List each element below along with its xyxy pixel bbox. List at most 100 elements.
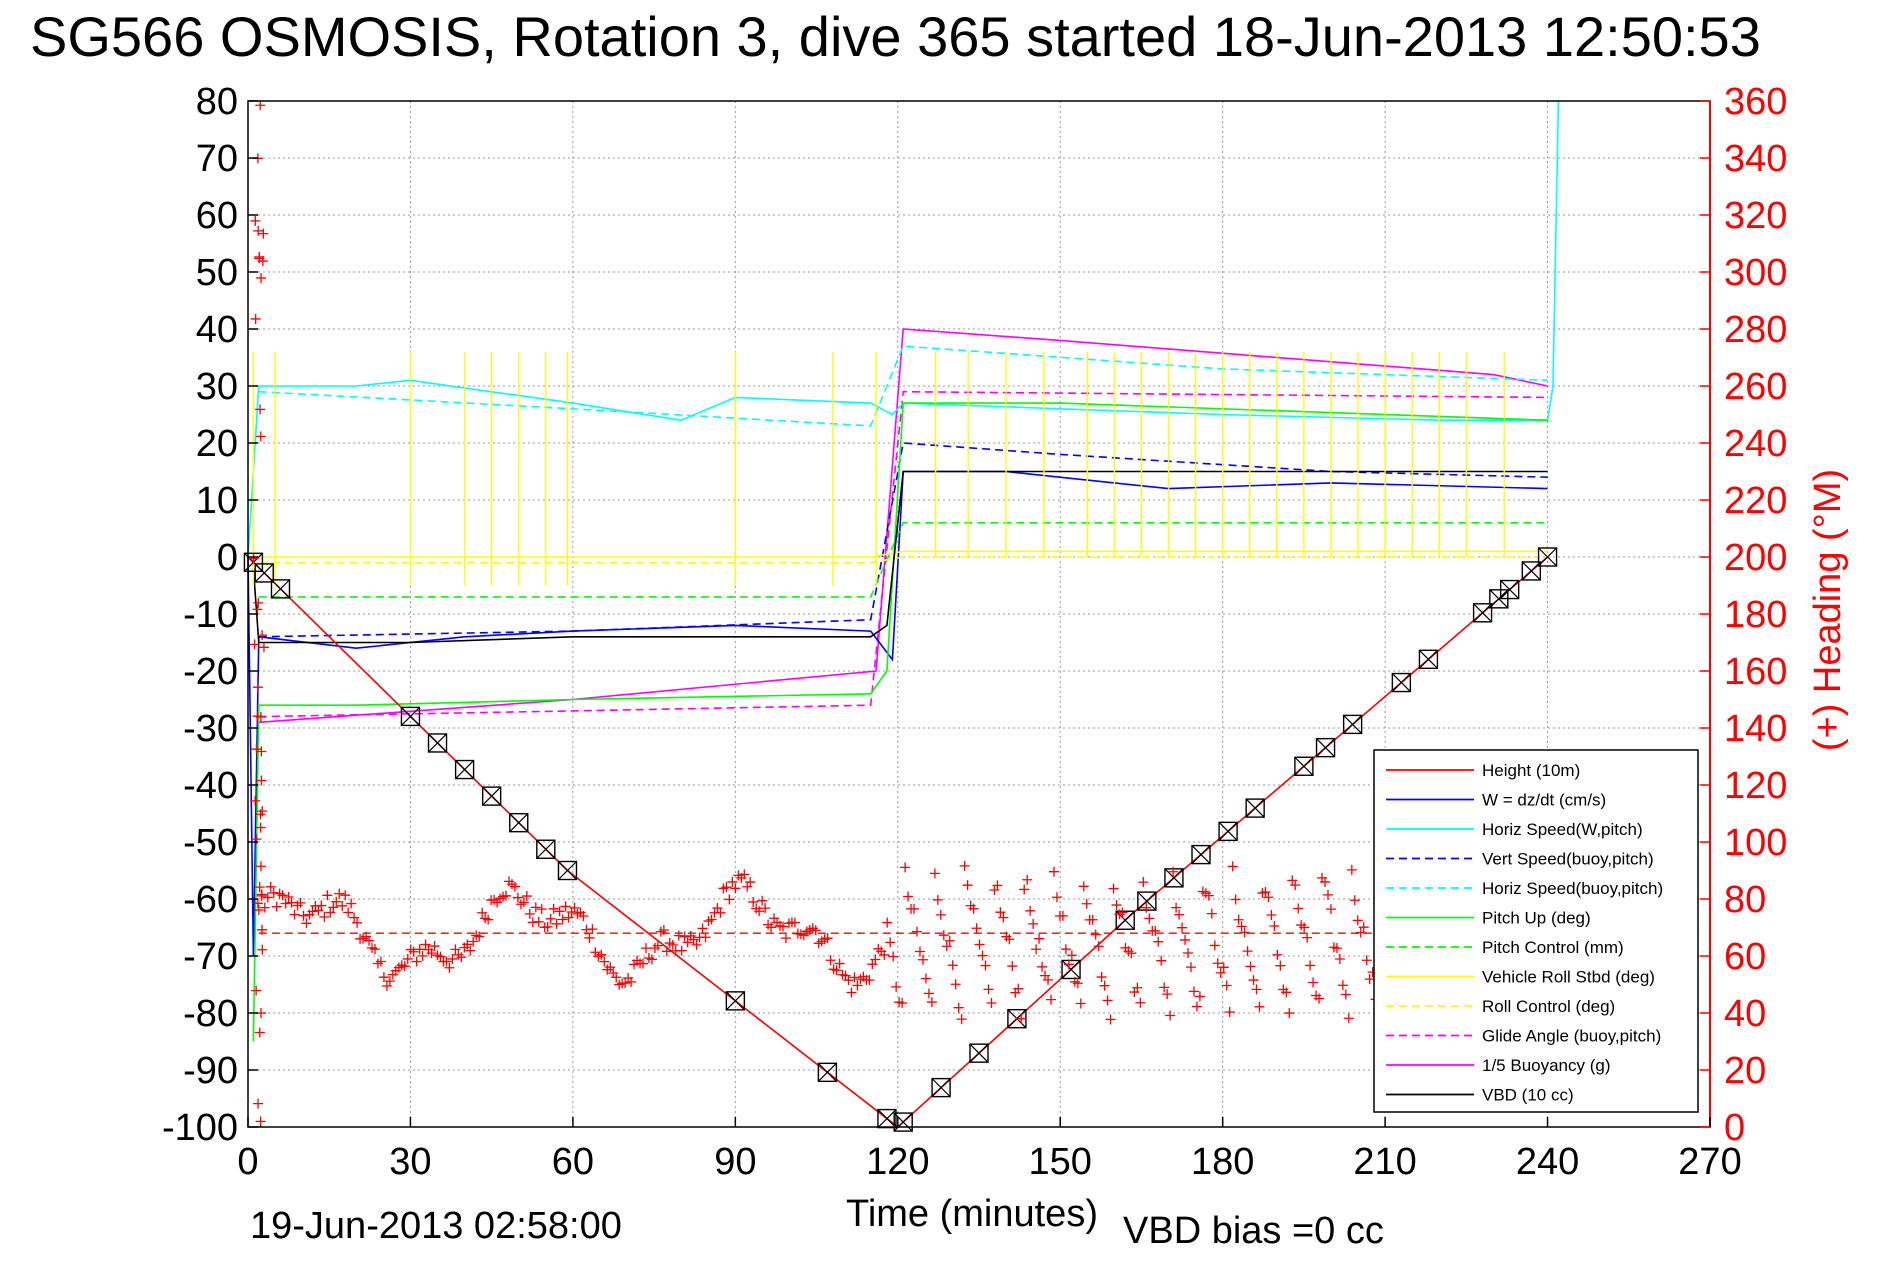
heading-points: [248, 100, 1551, 1127]
waypoint-marker: [817, 1062, 838, 1083]
series-roll-control-deg: [258, 556, 1548, 564]
heading-point: [679, 931, 690, 942]
y-tick-label: 50: [196, 252, 238, 294]
heading-point: [697, 923, 708, 934]
waypoint-marker: [1499, 579, 1520, 600]
heading-point: [1337, 980, 1348, 991]
heading-point: [1358, 922, 1369, 933]
heading-point: [251, 744, 262, 755]
heading-point: [557, 914, 568, 925]
heading-point: [745, 877, 756, 888]
heading-point: [661, 946, 672, 957]
heading-point: [1102, 995, 1113, 1006]
heading-point: [280, 898, 291, 909]
heading-point: [343, 907, 354, 918]
x-tick-label: 0: [237, 1141, 258, 1183]
heading-point: [257, 944, 268, 955]
heading-point: [255, 822, 266, 833]
heading-point: [501, 890, 512, 901]
heading-point: [1272, 949, 1283, 960]
waypoint-cross: [1500, 580, 1520, 599]
waypoint-marker: [400, 706, 421, 727]
heading-point: [447, 953, 458, 964]
heading-point: [667, 939, 678, 950]
heading-point: [1340, 989, 1351, 1000]
heading-point: [551, 918, 562, 929]
heading-point: [980, 960, 991, 971]
series-pitch-up-deg: [252, 402, 1548, 1042]
heading-point: [998, 912, 1009, 923]
heading-point: [1233, 914, 1244, 925]
heading-point: [760, 903, 771, 914]
y-tick-label: 10: [196, 480, 238, 522]
waypoint-marker: [893, 1112, 913, 1132]
heading-point: [255, 100, 266, 111]
heading-point: [1117, 907, 1128, 918]
heading-point: [1275, 960, 1286, 971]
waypoint-cross: [558, 861, 577, 880]
heading-point: [253, 1098, 264, 1109]
waypoint-marker: [1537, 547, 1558, 567]
heading-point: [959, 860, 970, 871]
heading-point: [512, 892, 523, 903]
heading-point: [1075, 998, 1086, 1009]
waypoint-marker: [254, 563, 274, 583]
heading-point: [825, 955, 836, 966]
heading-point: [1263, 892, 1274, 903]
waypoint-cross: [931, 1078, 951, 1098]
series-horiz-speed-w-pitch: [247, 100, 1560, 558]
waypoint-cross: [1164, 868, 1184, 888]
y-right-tick-label: 120: [1724, 765, 1787, 807]
y-tick-label: 0: [217, 537, 238, 579]
waypoint-cross: [1521, 561, 1541, 581]
heading-point: [903, 891, 914, 902]
heading-point: [938, 930, 949, 941]
heading-point: [316, 900, 327, 911]
heading-point: [691, 939, 702, 950]
legend-label: Height (10m): [1482, 761, 1580, 780]
heading-point: [1269, 921, 1280, 932]
heading-point: [253, 905, 264, 916]
heading-point: [968, 903, 979, 914]
heading-point: [521, 891, 532, 902]
heading-point: [1066, 950, 1077, 961]
heading-point: [748, 896, 759, 907]
heading-point: [983, 984, 994, 995]
heading-point: [378, 972, 389, 983]
waypoint-marker: [454, 759, 475, 780]
heading-point: [319, 911, 330, 922]
waypoint-marker: [1115, 910, 1135, 930]
heading-point: [253, 225, 264, 236]
heading-point: [700, 932, 711, 943]
heading-point: [852, 980, 863, 991]
heading-point: [1087, 914, 1098, 925]
waypoint-cross: [536, 839, 556, 859]
heading-point: [253, 597, 264, 608]
heading-point: [444, 962, 455, 973]
heading-point: [1105, 1014, 1116, 1025]
heading-point: [252, 682, 263, 693]
waypoint-marker: [1294, 756, 1314, 776]
legend-box: [1373, 749, 1699, 1113]
legend-label: Horiz Speed(buoy,pitch): [1482, 879, 1663, 898]
y-right-tick-label: 240: [1724, 423, 1787, 465]
heading-point: [1299, 922, 1310, 933]
heading-point: [1266, 909, 1277, 920]
heading-point: [289, 909, 300, 920]
heading-point: [545, 913, 556, 924]
heading-point: [477, 907, 488, 918]
heading-point: [1224, 1007, 1235, 1017]
y-right-tick-label: 340: [1724, 138, 1787, 180]
heading-point: [1156, 955, 1167, 966]
y-tick-label: -10: [183, 594, 238, 636]
y-right-tick-label: 280: [1724, 309, 1787, 351]
y-right-tick-label: 80: [1724, 879, 1766, 921]
heading-point: [780, 933, 791, 944]
heading-point: [1126, 948, 1137, 959]
heading-point: [426, 948, 437, 959]
heading-point: [536, 904, 547, 915]
heading-point: [349, 912, 360, 923]
heading-point: [1334, 954, 1345, 965]
heading-point: [340, 890, 351, 901]
heading-point: [822, 933, 833, 944]
